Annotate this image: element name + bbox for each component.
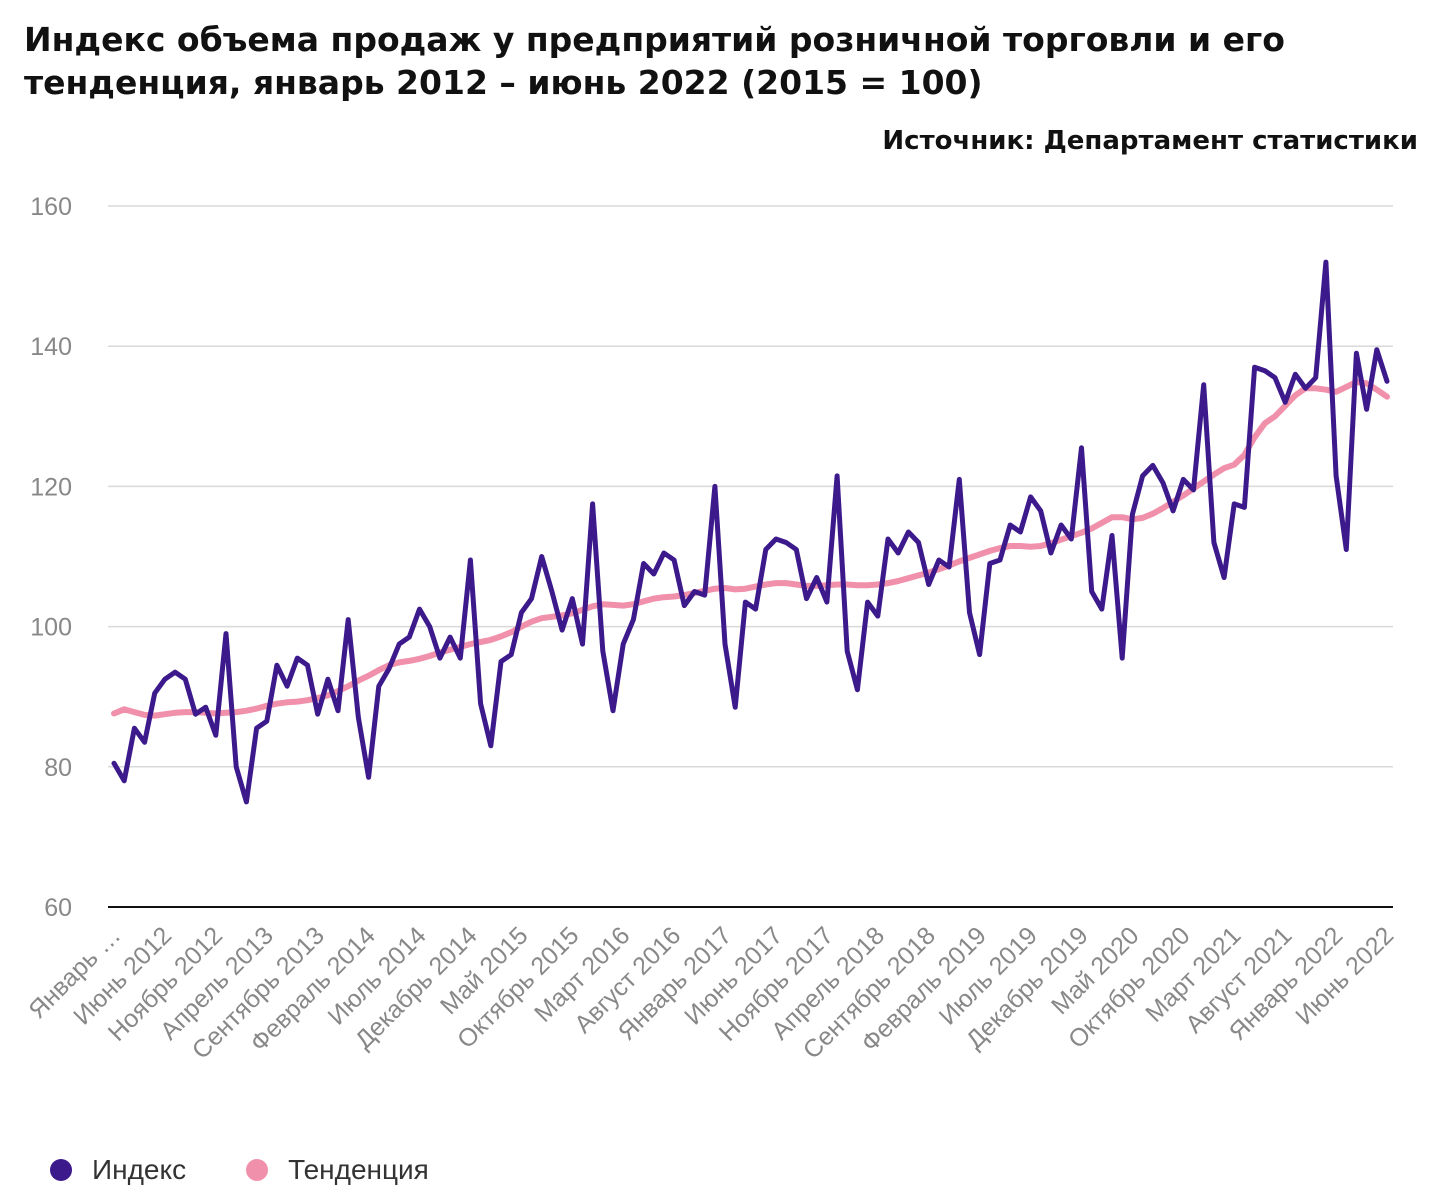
- y-tick-label: 140: [30, 333, 72, 361]
- legend-marker-index: [50, 1159, 72, 1181]
- y-tick-label: 120: [30, 473, 72, 501]
- legend-label-trend: Тенденция: [288, 1154, 429, 1185]
- series-line-index: [111, 259, 1390, 805]
- chart-source: Источник: Департамент статистики: [882, 126, 1418, 156]
- legend-label-index: Индекс: [92, 1154, 187, 1185]
- y-tick-label: 60: [44, 894, 72, 922]
- y-tick-label: 160: [30, 193, 72, 221]
- legend-marker-trend: [246, 1159, 269, 1181]
- legend-item-trend: Тенденция: [246, 1154, 429, 1186]
- series-lines: [111, 259, 1390, 805]
- y-tick-label: 100: [30, 614, 72, 642]
- y-axis-ticks: 60 80 100 120 140 160: [30, 193, 72, 922]
- chart-title: Индекс объема продаж у предприятий розни…: [24, 20, 1285, 102]
- line-chart: 60 80 100 120 140 160 Январь …Июнь 2012Ноябрь…: [23, 193, 1399, 1065]
- legend-item-index: Индекс: [50, 1154, 186, 1186]
- legend: Индекс Тенденция: [50, 1150, 489, 1190]
- gridlines: [108, 205, 1393, 908]
- y-tick-label: 80: [44, 754, 72, 782]
